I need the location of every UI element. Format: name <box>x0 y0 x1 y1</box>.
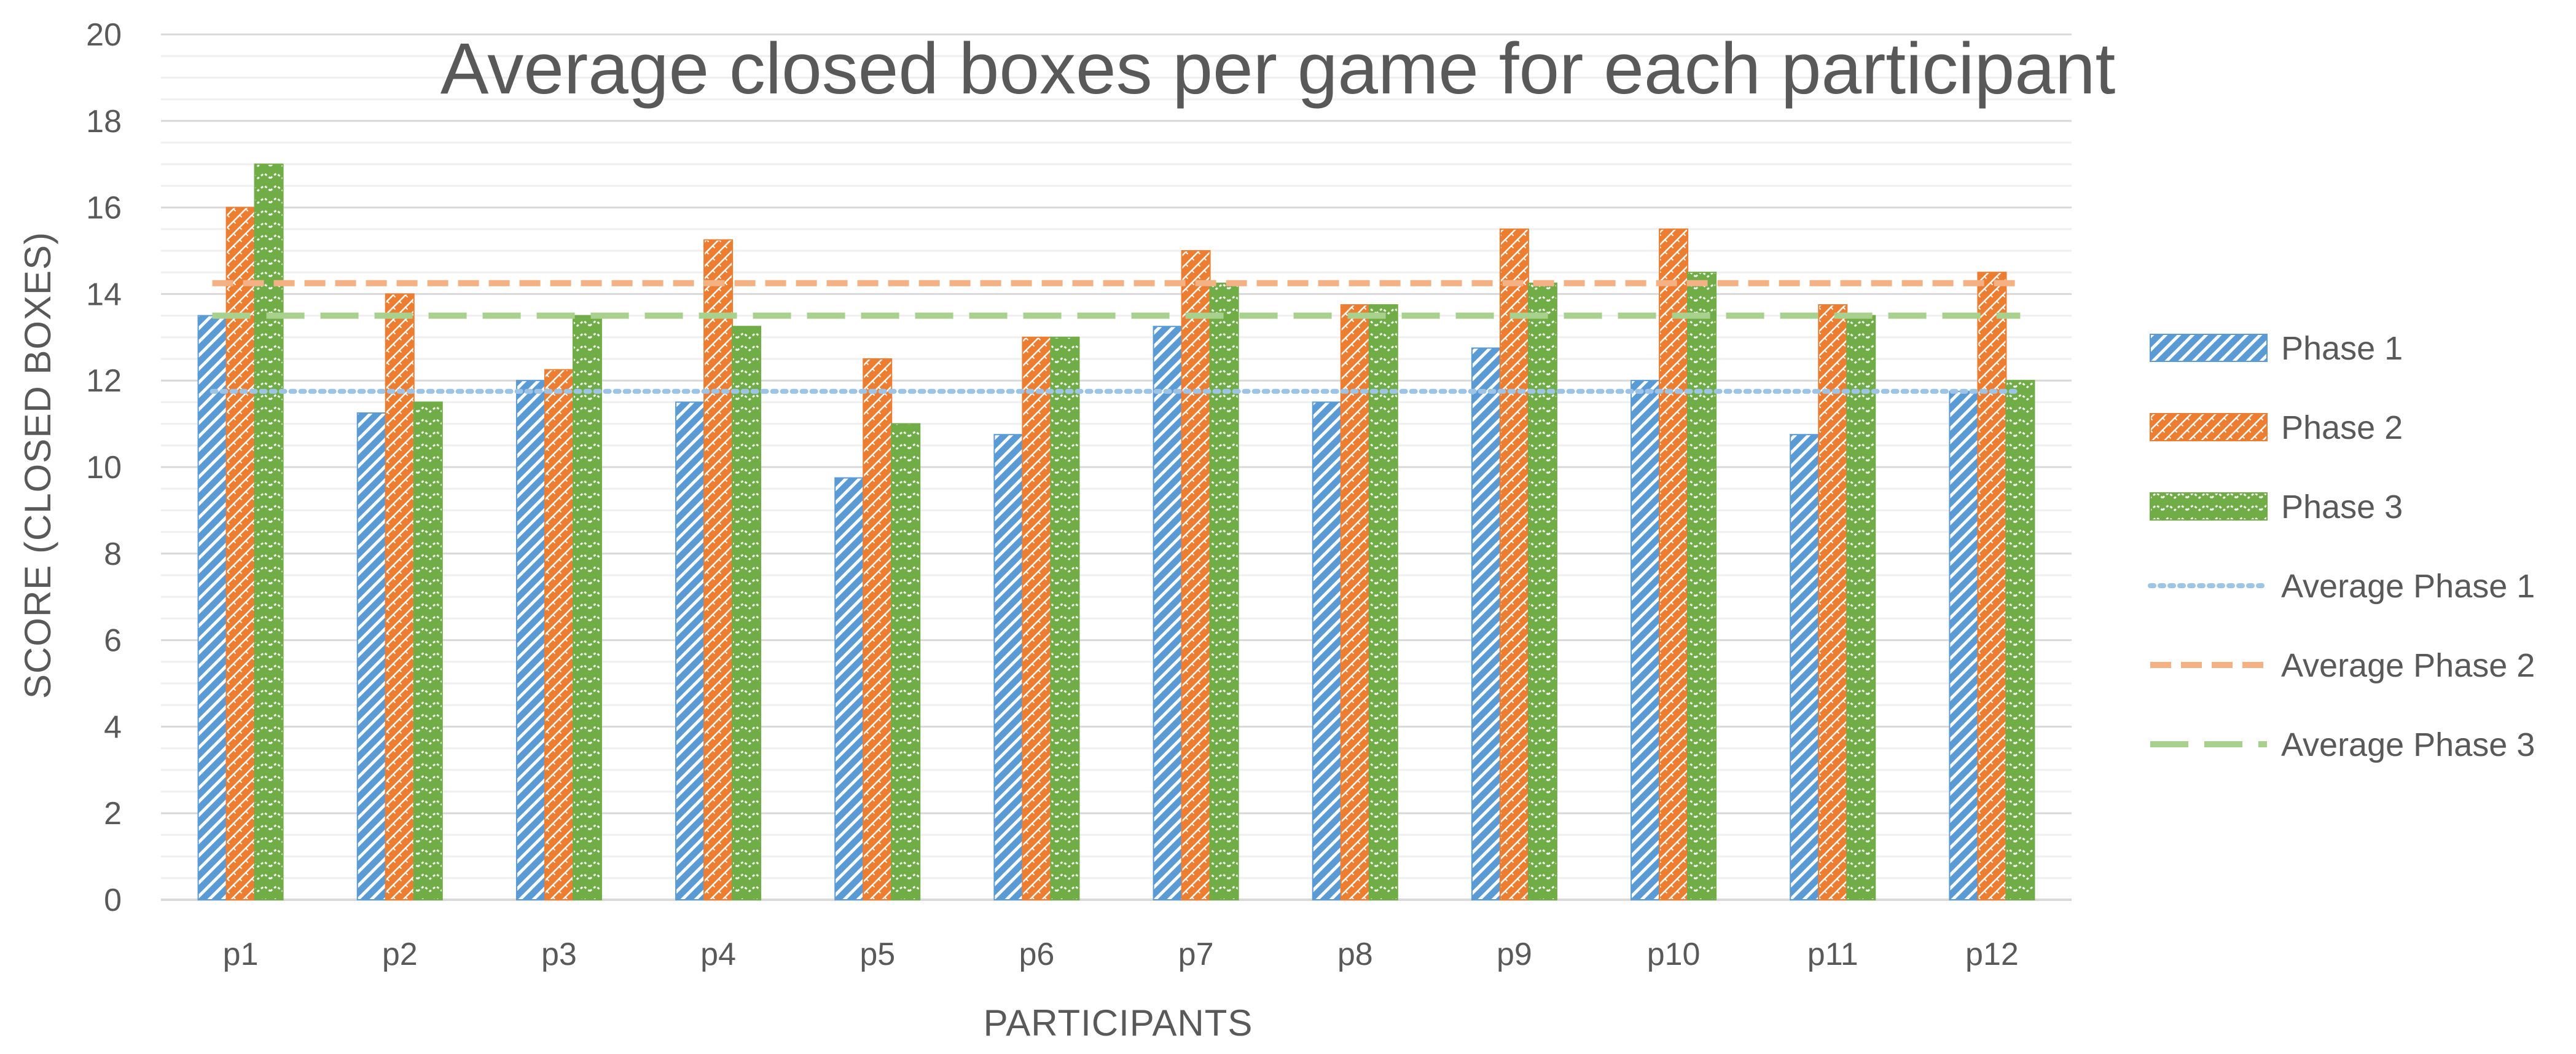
bar-p2-phase-2 <box>385 293 415 900</box>
bar-p6-phase-3 <box>1050 336 1080 900</box>
x-tick-label: p3 <box>541 937 577 972</box>
x-tick-label: p6 <box>1019 937 1054 972</box>
bar-p9-phase-2 <box>1499 228 1529 900</box>
y-tick-label: 12 <box>86 363 122 399</box>
bar-p8-phase-2 <box>1340 304 1370 900</box>
legend-label: Average Phase 1 <box>2281 568 2535 605</box>
legend-label: Phase 3 <box>2281 489 2403 525</box>
bar-p3-phase-2 <box>544 369 574 900</box>
bar-p7-phase-2 <box>1181 250 1211 900</box>
bar-p4-phase-1 <box>675 401 705 900</box>
average-lines <box>209 280 2023 394</box>
x-tick-label: p7 <box>1178 937 1214 972</box>
bar-p8-phase-3 <box>1368 304 1398 900</box>
x-tick-label: p9 <box>1497 937 1532 972</box>
legend-swatch <box>2150 492 2268 521</box>
y-tick-label: 0 <box>104 883 122 918</box>
bars <box>197 163 2035 901</box>
x-axis-title: PARTICIPANTS <box>984 1002 1253 1044</box>
x-tick-labels: p1 p2 p3 p4 p5 p6 p7 p8 p9 p10 p11 p12 <box>223 937 2019 972</box>
y-tick-label: 6 <box>104 623 122 659</box>
legend-label: Average Phase 3 <box>2281 726 2535 763</box>
bar-p1-phase-2 <box>225 206 256 901</box>
bar-p5-phase-1 <box>834 477 864 900</box>
y-tick-label: 8 <box>104 537 122 572</box>
y-tick-label: 20 <box>86 17 122 53</box>
legend-label: Average Phase 2 <box>2281 647 2535 684</box>
bar-p2-phase-3 <box>413 401 443 900</box>
x-tick-label: p12 <box>1965 937 2019 972</box>
x-tick-label: p10 <box>1647 937 1701 972</box>
bar-p4-phase-2 <box>703 239 734 900</box>
bar-p11-phase-1 <box>1790 434 1820 900</box>
bar-p6-phase-2 <box>1022 336 1052 900</box>
y-tick-label: 14 <box>86 277 122 312</box>
bar-p8-phase-1 <box>1312 401 1342 900</box>
bar-p6-phase-1 <box>993 434 1024 900</box>
x-tick-label: p11 <box>1807 937 1858 972</box>
legend-swatch <box>2150 413 2268 441</box>
bar-p9-phase-3 <box>1527 282 1557 900</box>
bar-p4-phase-3 <box>732 326 762 900</box>
bar-p5-phase-2 <box>863 358 893 900</box>
bar-p2-phase-1 <box>356 412 386 900</box>
legend-label: Phase 1 <box>2281 330 2403 367</box>
y-tick-label: 16 <box>86 191 122 226</box>
x-tick-label: p8 <box>1337 937 1373 972</box>
bar-p11-phase-2 <box>1818 304 1848 900</box>
bar-p10-phase-3 <box>1687 272 1717 900</box>
x-tick-label: p2 <box>382 937 418 972</box>
gridlines <box>161 33 2072 901</box>
bar-p9-phase-1 <box>1471 347 1501 900</box>
bar-p3-phase-3 <box>572 315 602 900</box>
bar-p1-phase-3 <box>254 163 284 901</box>
legend: Phase 1 Phase 2 Phase 3 Average Phase 1 Aver… <box>2148 330 2535 763</box>
bar-p12-phase-3 <box>2005 380 2035 900</box>
bar-p1-phase-1 <box>197 315 227 900</box>
y-tick-label: 2 <box>104 796 122 832</box>
legend-label: Phase 2 <box>2281 409 2403 446</box>
chart-title: Average closed boxes per game for each p… <box>440 28 2116 109</box>
legend-swatch <box>2150 334 2268 362</box>
y-tick-labels: 0 2 4 6 8 10 12 14 16 18 20 <box>86 17 122 918</box>
y-axis-title: SCORE (CLOSED BOXES) <box>17 232 58 699</box>
bar-p10-phase-1 <box>1631 380 1661 900</box>
bar-p7-phase-1 <box>1153 326 1183 900</box>
x-tick-label: p4 <box>700 937 736 972</box>
y-tick-label: 18 <box>86 104 122 140</box>
bar-p3-phase-1 <box>515 380 546 900</box>
bar-p11-phase-3 <box>1846 315 1876 900</box>
bar-p5-phase-3 <box>891 423 921 900</box>
bar-p7-phase-3 <box>1209 282 1239 900</box>
x-tick-label: p1 <box>223 937 259 972</box>
y-tick-label: 4 <box>104 709 122 745</box>
y-tick-label: 10 <box>86 450 122 486</box>
bar-p10-phase-2 <box>1659 228 1689 900</box>
x-tick-label: p5 <box>859 937 895 972</box>
bar-p12-phase-1 <box>1949 390 1979 900</box>
bar-p12-phase-2 <box>1977 272 2007 900</box>
